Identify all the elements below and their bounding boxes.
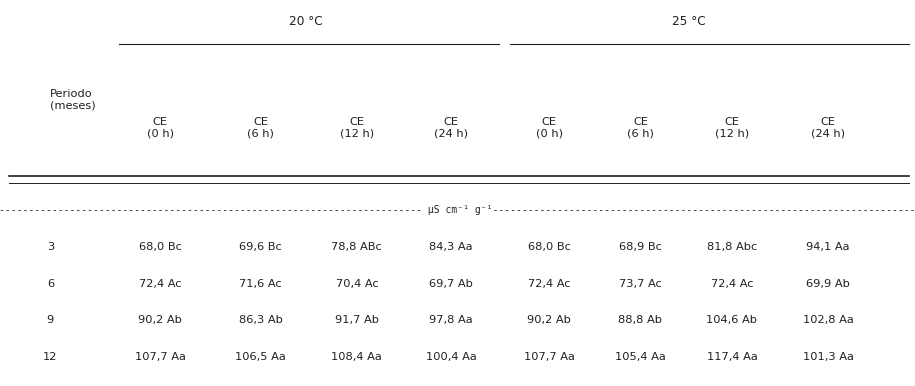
Text: 25 °C: 25 °C — [672, 15, 705, 28]
Text: CE
(6 h): CE (6 h) — [627, 117, 654, 138]
Text: 69,9 Ab: 69,9 Ab — [806, 279, 850, 289]
Text: 86,3 Ab: 86,3 Ab — [239, 315, 283, 325]
Text: 68,0 Bc: 68,0 Bc — [528, 242, 570, 252]
Text: 107,7 Aa: 107,7 Aa — [135, 352, 186, 362]
Text: CE
(12 h): CE (12 h) — [715, 117, 749, 138]
Text: 104,6 Ab: 104,6 Ab — [706, 315, 758, 325]
Text: CE
(12 h): CE (12 h) — [339, 117, 374, 138]
Text: 78,8 ABc: 78,8 ABc — [331, 242, 382, 252]
Text: 68,0 Bc: 68,0 Bc — [139, 242, 181, 252]
Text: 20 °C: 20 °C — [289, 15, 322, 28]
Text: 94,1 Aa: 94,1 Aa — [806, 242, 850, 252]
Text: 108,4 Aa: 108,4 Aa — [331, 352, 382, 362]
Text: 117,4 Aa: 117,4 Aa — [706, 352, 758, 362]
Text: 3: 3 — [47, 242, 54, 252]
Text: 97,8 Aa: 97,8 Aa — [429, 315, 473, 325]
Text: 6: 6 — [47, 279, 54, 289]
Text: 72,4 Ac: 72,4 Ac — [139, 279, 181, 289]
Text: 91,7 Ab: 91,7 Ab — [335, 315, 379, 325]
Text: CE
(6 h): CE (6 h) — [247, 117, 274, 138]
Text: 105,4 Aa: 105,4 Aa — [615, 352, 666, 362]
Text: 88,8 Ab: 88,8 Ab — [619, 315, 662, 325]
Text: 69,6 Bc: 69,6 Bc — [240, 242, 282, 252]
Text: CE
(24 h): CE (24 h) — [811, 117, 845, 138]
Text: ------------------------------------------------------------------------ μS cm⁻¹: ----------------------------------------… — [0, 205, 915, 215]
Text: CE
(0 h): CE (0 h) — [146, 117, 174, 138]
Text: Periodo
(meses): Periodo (meses) — [50, 89, 96, 110]
Text: 69,7 Ab: 69,7 Ab — [429, 279, 473, 289]
Text: 81,8 Abc: 81,8 Abc — [707, 242, 757, 252]
Text: 12: 12 — [43, 352, 58, 362]
Text: 70,4 Ac: 70,4 Ac — [336, 279, 378, 289]
Text: 71,6 Ac: 71,6 Ac — [240, 279, 282, 289]
Text: CE
(0 h): CE (0 h) — [535, 117, 563, 138]
Text: 72,4 Ac: 72,4 Ac — [711, 279, 753, 289]
Text: 106,5 Aa: 106,5 Aa — [235, 352, 286, 362]
Text: 107,7 Aa: 107,7 Aa — [523, 352, 575, 362]
Text: 102,8 Aa: 102,8 Aa — [802, 315, 854, 325]
Text: 90,2 Ab: 90,2 Ab — [138, 315, 182, 325]
Text: 100,4 Aa: 100,4 Aa — [425, 352, 477, 362]
Text: 84,3 Aa: 84,3 Aa — [429, 242, 473, 252]
Text: CE
(24 h): CE (24 h) — [434, 117, 468, 138]
Text: 9: 9 — [47, 315, 54, 325]
Text: 90,2 Ab: 90,2 Ab — [527, 315, 571, 325]
Text: 101,3 Aa: 101,3 Aa — [802, 352, 854, 362]
Text: 68,9 Bc: 68,9 Bc — [619, 242, 662, 252]
Text: 72,4 Ac: 72,4 Ac — [528, 279, 570, 289]
Text: 73,7 Ac: 73,7 Ac — [619, 279, 662, 289]
